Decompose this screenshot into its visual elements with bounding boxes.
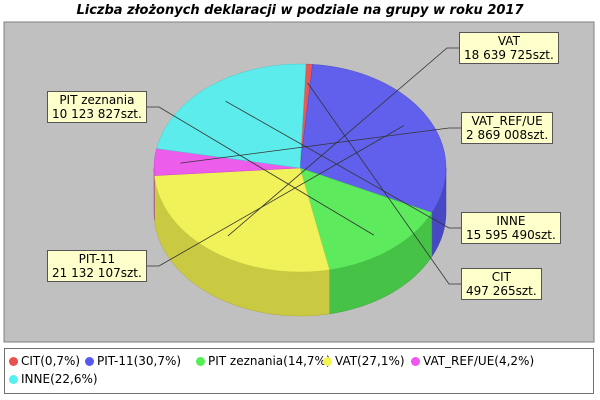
callout-value: 21 132 107szt. <box>52 266 142 280</box>
legend-label: INNE(22,6%) <box>21 372 98 386</box>
legend-color-marker <box>9 375 18 384</box>
callout-name: CIT <box>491 270 511 284</box>
legend-item-vat-ref-ue: VAT_REF/UE(4,2%) <box>411 354 534 368</box>
pie-slice-pit-11 <box>299 64 447 213</box>
leader-line <box>147 125 405 267</box>
callout-pit-zeznania: PIT zeznania 10 123 827szt. <box>47 91 147 123</box>
legend-label: PIT zeznania(14,7%) <box>208 354 331 368</box>
legend-label: CIT(0,7%) <box>21 354 81 368</box>
callout-pit-11: PIT-11 21 132 107szt. <box>47 250 147 282</box>
callout-name: PIT zeznania <box>59 93 135 107</box>
chart-title: Liczba złożonych deklaracji w podziale n… <box>76 3 524 18</box>
callout-name: INNE <box>496 214 526 228</box>
callout-name: VAT_REF/UE <box>471 114 543 128</box>
legend-item-pit-11: PIT-11(30,7%) <box>85 354 181 368</box>
callout-inne: INNE 15 595 490szt. <box>461 212 561 244</box>
leader-line <box>307 82 461 285</box>
legend-label: VAT(27,1%) <box>335 354 405 368</box>
legend-color-marker <box>9 357 18 366</box>
legend-color-marker <box>196 357 205 366</box>
pie-slice-vat <box>154 167 330 273</box>
legend: CIT(0,7%) PIT-11(30,7%) PIT zeznania(14,7%… <box>4 348 594 394</box>
callout-value: 2 869 008szt. <box>466 128 549 142</box>
callout-cit: CIT 497 265szt. <box>461 268 542 300</box>
callout-value: 10 123 827szt. <box>52 107 142 121</box>
leader-line <box>147 106 375 236</box>
legend-color-marker <box>85 357 94 366</box>
legend-item-vat: VAT(27,1%) <box>323 354 405 368</box>
pie-slice-pit-zeznania <box>299 167 433 271</box>
leader-line <box>180 127 461 164</box>
legend-item-inne: INNE(22,6%) <box>9 372 98 386</box>
legend-label: VAT_REF/UE(4,2%) <box>423 354 535 368</box>
leader-line <box>227 47 459 237</box>
leader-line <box>225 100 461 229</box>
legend-item-cit: CIT(0,7%) <box>9 354 80 368</box>
callout-vat: VAT 18 639 725szt. <box>459 32 559 64</box>
pie-slice-inne <box>156 63 307 169</box>
legend-item-pit-zeznania: PIT zeznania(14,7%) <box>196 354 331 368</box>
callout-vat-ref-ue: VAT_REF/UE 2 869 008szt. <box>461 112 554 144</box>
callout-value: 18 639 725szt. <box>464 48 554 62</box>
callout-value: 497 265szt. <box>466 284 537 298</box>
callout-name: PIT-11 <box>78 252 116 266</box>
callout-name: VAT <box>497 34 520 48</box>
legend-label: PIT-11(30,7%) <box>97 354 182 368</box>
callout-value: 15 595 490szt. <box>466 228 556 242</box>
legend-color-marker <box>323 357 332 366</box>
legend-color-marker <box>411 357 420 366</box>
